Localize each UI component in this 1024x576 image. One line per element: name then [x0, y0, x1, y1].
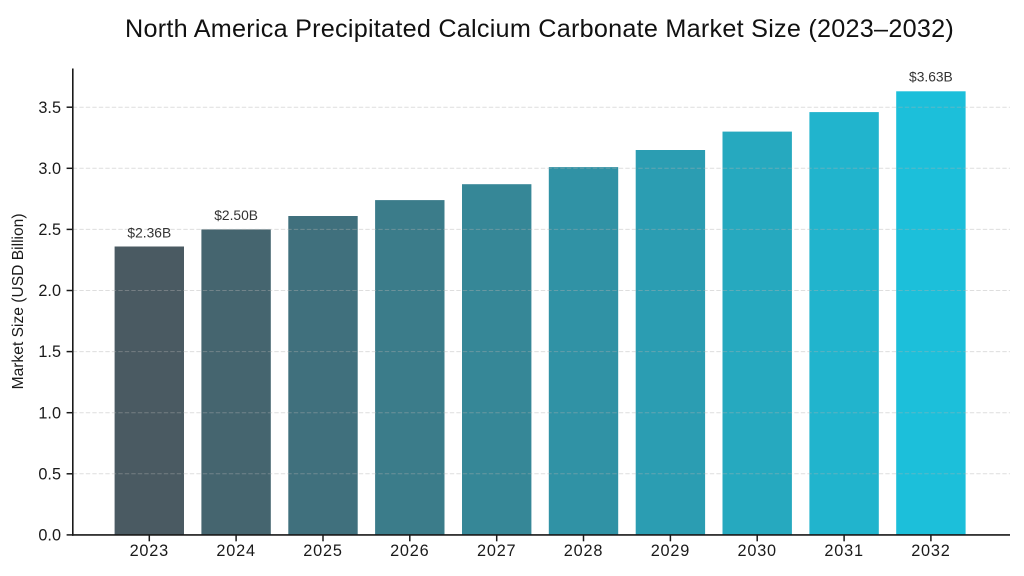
svg-text:3.5: 3.5 — [38, 99, 61, 117]
svg-text:2032: 2032 — [911, 542, 950, 560]
svg-text:2026: 2026 — [390, 542, 429, 560]
svg-text:2.0: 2.0 — [38, 282, 61, 300]
svg-text:0.5: 0.5 — [38, 465, 61, 483]
svg-text:2030: 2030 — [737, 542, 776, 560]
svg-text:2028: 2028 — [564, 542, 603, 560]
svg-text:3.0: 3.0 — [38, 160, 61, 178]
svg-text:$3.63B: $3.63B — [909, 70, 953, 85]
svg-text:2031: 2031 — [824, 542, 863, 560]
svg-text:2.5: 2.5 — [38, 221, 61, 239]
svg-text:2025: 2025 — [303, 542, 342, 560]
svg-text:North America Precipitated Cal: North America Precipitated Calcium Carbo… — [125, 15, 954, 43]
svg-text:2023: 2023 — [130, 542, 169, 560]
svg-text:$2.50B: $2.50B — [214, 208, 258, 223]
svg-text:Market Size (USD Billion): Market Size (USD Billion) — [10, 213, 27, 389]
svg-text:2029: 2029 — [651, 542, 690, 560]
svg-text:2024: 2024 — [216, 542, 255, 560]
svg-text:2027: 2027 — [477, 542, 516, 560]
svg-text:1.5: 1.5 — [38, 343, 61, 361]
svg-text:1.0: 1.0 — [38, 404, 61, 422]
svg-text:$2.36B: $2.36B — [127, 225, 171, 240]
svg-text:0.0: 0.0 — [38, 527, 61, 545]
